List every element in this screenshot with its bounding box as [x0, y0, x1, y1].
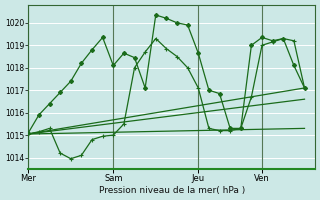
X-axis label: Pression niveau de la mer( hPa ): Pression niveau de la mer( hPa )	[99, 186, 245, 195]
